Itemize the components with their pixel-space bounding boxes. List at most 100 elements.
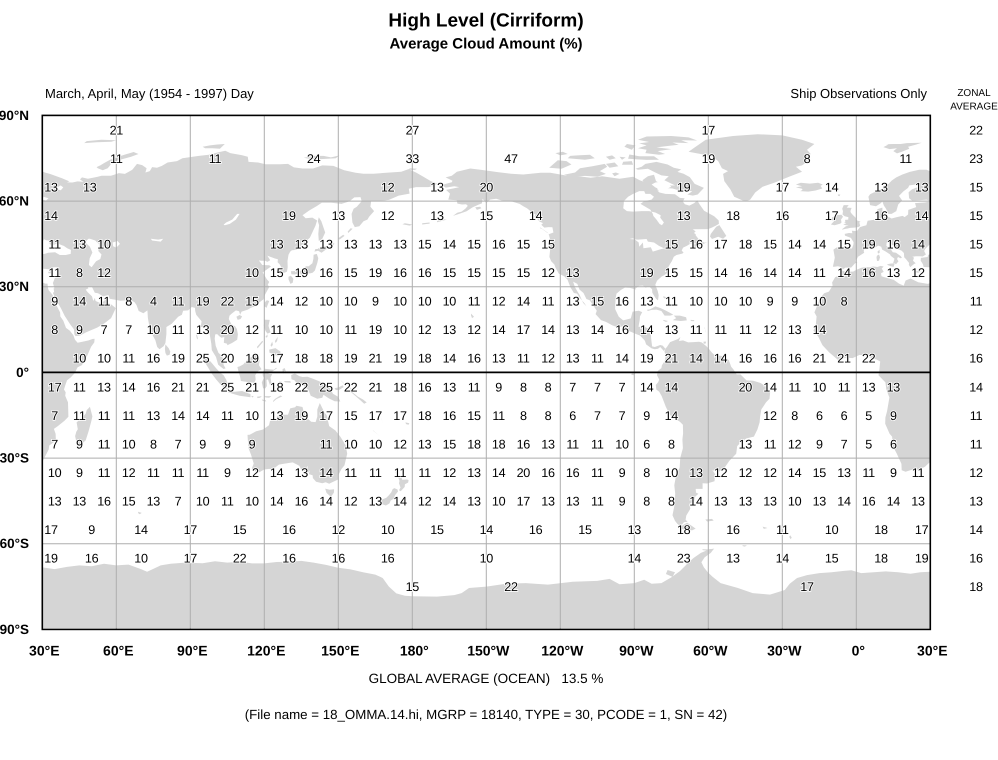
svg-text:11: 11: [98, 409, 111, 423]
svg-text:0°: 0°: [16, 365, 29, 380]
svg-text:11: 11: [517, 352, 530, 366]
svg-text:GLOBAL AVERAGE (OCEAN) 13.5: GLOBAL AVERAGE (OCEAN) 13.5 %: [369, 671, 604, 686]
svg-text:11: 11: [970, 295, 983, 309]
svg-text:6: 6: [841, 409, 848, 423]
svg-text:19: 19: [677, 180, 691, 194]
svg-text:15: 15: [122, 495, 136, 509]
svg-text:20: 20: [221, 323, 235, 337]
svg-text:10: 10: [319, 295, 333, 309]
svg-text:16: 16: [739, 352, 753, 366]
svg-text:8: 8: [125, 295, 132, 309]
svg-text:25: 25: [221, 380, 235, 394]
svg-text:10: 10: [714, 295, 728, 309]
svg-text:16: 16: [887, 238, 901, 252]
svg-text:19: 19: [915, 552, 929, 566]
svg-text:16: 16: [295, 495, 309, 509]
svg-text:15: 15: [517, 238, 531, 252]
svg-text:9: 9: [224, 437, 231, 451]
svg-text:21: 21: [813, 352, 827, 366]
svg-text:6: 6: [569, 409, 576, 423]
svg-text:16: 16: [566, 466, 580, 480]
svg-text:15: 15: [837, 238, 851, 252]
svg-text:90°E: 90°E: [177, 643, 208, 659]
svg-text:11: 11: [838, 380, 851, 394]
svg-text:9: 9: [643, 409, 650, 423]
svg-text:9: 9: [51, 295, 58, 309]
svg-text:19: 19: [245, 352, 259, 366]
svg-text:17: 17: [517, 323, 531, 337]
svg-text:16: 16: [689, 238, 703, 252]
svg-text:15: 15: [344, 409, 358, 423]
svg-text:13: 13: [665, 323, 679, 337]
svg-text:14: 14: [443, 238, 457, 252]
svg-text:11: 11: [970, 437, 983, 451]
svg-text:22: 22: [862, 352, 876, 366]
svg-text:19: 19: [640, 352, 654, 366]
svg-text:7: 7: [101, 323, 108, 337]
svg-text:10: 10: [73, 352, 87, 366]
svg-text:5: 5: [865, 409, 872, 423]
svg-text:19: 19: [44, 552, 58, 566]
svg-text:21: 21: [369, 380, 383, 394]
svg-text:14: 14: [44, 209, 58, 223]
svg-text:12: 12: [122, 466, 136, 480]
svg-text:90°S: 90°S: [0, 622, 29, 637]
svg-text:15: 15: [665, 266, 679, 280]
svg-text:13: 13: [874, 180, 888, 194]
svg-text:16: 16: [282, 523, 296, 537]
svg-text:60°E: 60°E: [103, 643, 134, 659]
svg-text:13: 13: [763, 495, 777, 509]
svg-text:33: 33: [406, 152, 420, 166]
svg-text:19: 19: [344, 352, 358, 366]
svg-text:47: 47: [504, 152, 518, 166]
svg-text:10: 10: [813, 380, 827, 394]
svg-text:10: 10: [480, 552, 494, 566]
svg-text:10: 10: [295, 323, 309, 337]
svg-text:17: 17: [776, 180, 790, 194]
svg-text:18: 18: [270, 380, 284, 394]
svg-text:14: 14: [969, 380, 983, 394]
svg-text:10: 10: [48, 466, 62, 480]
svg-text:16: 16: [319, 266, 333, 280]
svg-text:14: 14: [591, 323, 605, 337]
svg-text:16: 16: [776, 209, 790, 223]
svg-text:150°W: 150°W: [467, 643, 510, 659]
svg-text:13: 13: [369, 495, 383, 509]
svg-text:14: 14: [714, 352, 728, 366]
svg-text:11: 11: [147, 466, 160, 480]
svg-text:30°W: 30°W: [767, 643, 802, 659]
svg-text:14: 14: [171, 409, 185, 423]
svg-text:10: 10: [245, 409, 259, 423]
svg-text:10: 10: [418, 295, 432, 309]
svg-text:13: 13: [566, 323, 580, 337]
svg-text:17: 17: [517, 495, 531, 509]
svg-text:13: 13: [48, 495, 62, 509]
svg-text:13: 13: [726, 552, 740, 566]
svg-text:16: 16: [492, 238, 506, 252]
svg-text:17: 17: [915, 523, 929, 537]
svg-text:13: 13: [739, 495, 753, 509]
svg-text:12: 12: [295, 295, 309, 309]
svg-text:14: 14: [813, 323, 827, 337]
svg-text:11: 11: [394, 466, 407, 480]
svg-text:8: 8: [520, 409, 527, 423]
svg-text:12: 12: [418, 495, 432, 509]
svg-text:23: 23: [677, 552, 691, 566]
svg-text:12: 12: [443, 466, 457, 480]
svg-text:9: 9: [767, 295, 774, 309]
svg-text:10: 10: [393, 323, 407, 337]
svg-text:12: 12: [492, 295, 506, 309]
svg-text:14: 14: [915, 209, 929, 223]
svg-text:14: 14: [689, 352, 703, 366]
svg-text:17: 17: [44, 523, 58, 537]
svg-text:16: 16: [443, 409, 457, 423]
svg-text:18: 18: [319, 352, 333, 366]
svg-text:7: 7: [594, 380, 601, 394]
svg-text:10: 10: [825, 523, 839, 537]
svg-text:17: 17: [702, 123, 716, 137]
svg-text:15: 15: [467, 266, 481, 280]
svg-text:16: 16: [282, 552, 296, 566]
svg-text:30°S: 30°S: [0, 451, 29, 466]
svg-text:12: 12: [739, 466, 753, 480]
svg-text:60°S: 60°S: [0, 536, 29, 551]
